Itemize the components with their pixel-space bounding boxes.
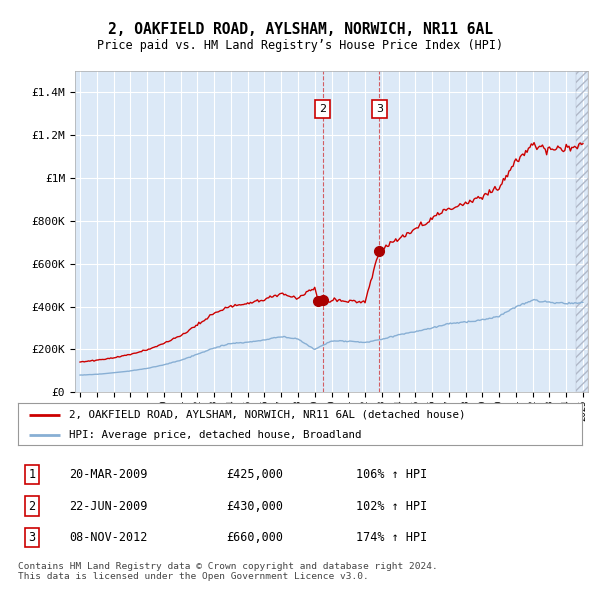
- Text: 3: 3: [376, 104, 383, 114]
- Text: 1: 1: [29, 468, 35, 481]
- Text: Contains HM Land Registry data © Crown copyright and database right 2024.: Contains HM Land Registry data © Crown c…: [18, 562, 438, 571]
- Text: 08-NOV-2012: 08-NOV-2012: [69, 531, 147, 544]
- Text: This data is licensed under the Open Government Licence v3.0.: This data is licensed under the Open Gov…: [18, 572, 369, 581]
- Text: £660,000: £660,000: [227, 531, 284, 544]
- Text: 2, OAKFIELD ROAD, AYLSHAM, NORWICH, NR11 6AL (detached house): 2, OAKFIELD ROAD, AYLSHAM, NORWICH, NR11…: [69, 410, 465, 420]
- Text: 2, OAKFIELD ROAD, AYLSHAM, NORWICH, NR11 6AL: 2, OAKFIELD ROAD, AYLSHAM, NORWICH, NR11…: [107, 22, 493, 37]
- Text: 2: 2: [319, 104, 326, 114]
- Text: 102% ↑ HPI: 102% ↑ HPI: [356, 500, 428, 513]
- Text: Price paid vs. HM Land Registry’s House Price Index (HPI): Price paid vs. HM Land Registry’s House …: [97, 39, 503, 52]
- Text: £430,000: £430,000: [227, 500, 284, 513]
- Text: 22-JUN-2009: 22-JUN-2009: [69, 500, 147, 513]
- Text: 3: 3: [29, 531, 35, 544]
- Text: 20-MAR-2009: 20-MAR-2009: [69, 468, 147, 481]
- Text: £425,000: £425,000: [227, 468, 284, 481]
- Text: 106% ↑ HPI: 106% ↑ HPI: [356, 468, 428, 481]
- Text: HPI: Average price, detached house, Broadland: HPI: Average price, detached house, Broa…: [69, 430, 361, 440]
- Text: 2: 2: [29, 500, 35, 513]
- Text: 174% ↑ HPI: 174% ↑ HPI: [356, 531, 428, 544]
